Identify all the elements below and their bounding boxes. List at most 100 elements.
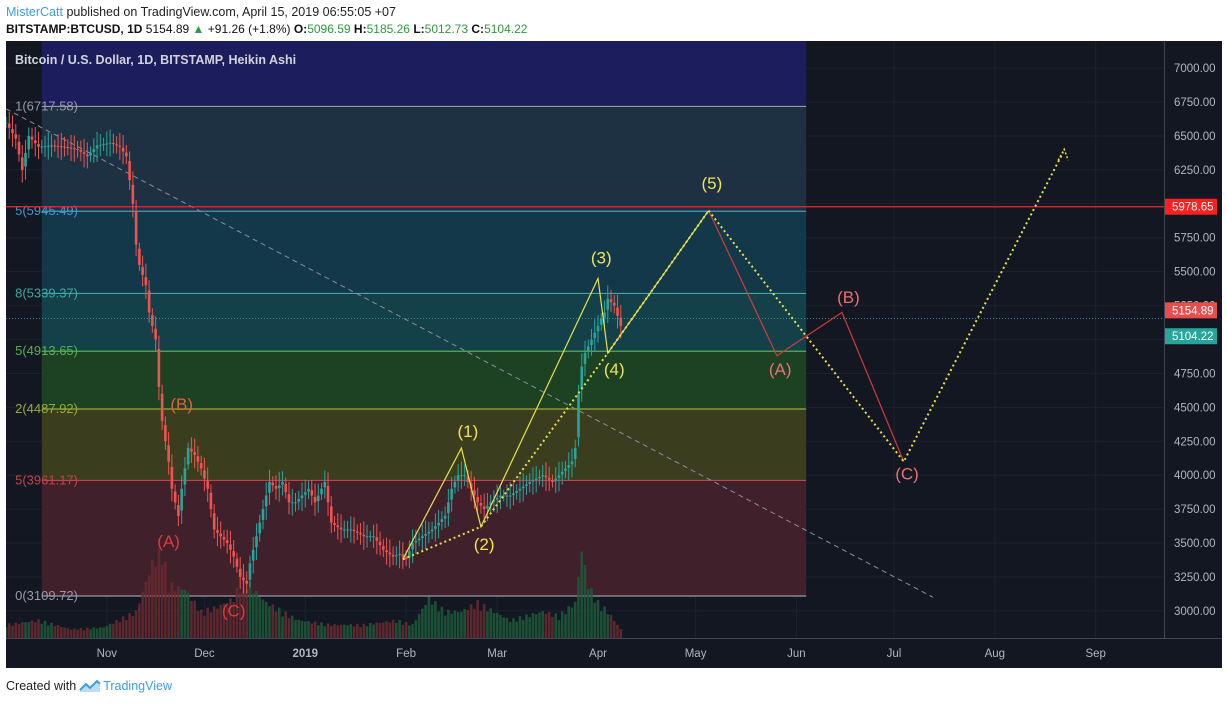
candle-body	[525, 484, 528, 487]
candle-body	[274, 486, 278, 489]
volume-bar	[180, 589, 183, 638]
candle-body	[128, 161, 131, 181]
volume-bar	[245, 589, 249, 638]
volume-bar	[557, 620, 561, 638]
volume-bar	[53, 626, 57, 638]
time-tick-label: Jun	[787, 648, 806, 660]
volume-bar	[453, 610, 457, 638]
volume-bar	[238, 592, 242, 638]
candle-body	[447, 502, 450, 514]
volume-bar	[499, 615, 502, 638]
high-label: H:	[353, 22, 367, 36]
descending-trendline	[5, 108, 934, 598]
volume-bar	[408, 625, 411, 638]
candle-body	[326, 486, 330, 503]
price-tick-label: 5500.00	[1174, 267, 1216, 279]
volume-bar	[216, 608, 219, 638]
candle-body	[313, 496, 317, 503]
volume-bar	[378, 622, 382, 638]
candle-body	[284, 484, 288, 493]
candle-body	[108, 142, 112, 144]
candle-body	[115, 144, 118, 146]
volume-bar	[573, 601, 577, 638]
volume-bar	[138, 603, 141, 638]
volume-bar	[375, 622, 379, 638]
volume-bar	[482, 603, 486, 638]
candle-body	[619, 317, 623, 326]
candle-body	[521, 486, 525, 489]
candle-body	[209, 492, 213, 510]
candle-body	[180, 488, 183, 511]
volume-bar	[46, 625, 50, 638]
volume-bar	[59, 626, 63, 638]
candle-body	[186, 448, 190, 465]
candle-body	[375, 537, 379, 541]
wave-label-impulse: (1)	[458, 422, 479, 441]
chart-container[interactable]: 1(6717.58) 5(5945.49) 8(5339.37) 5(4913.65)…	[4, 41, 1222, 668]
time-tick-label: Aug	[985, 648, 1005, 660]
price-chart[interactable]: 1(6717.58) 5(5945.49) 8(5339.37) 5(4913.65)…	[4, 41, 1222, 668]
volume-bar	[456, 612, 460, 638]
candle-body	[456, 475, 460, 481]
volume-bar	[261, 599, 265, 638]
wave-label-abc2: (B)	[837, 288, 860, 307]
candle-body	[69, 147, 73, 149]
volume-bar	[342, 624, 346, 638]
close-label: C:	[471, 22, 485, 36]
volume-bar	[141, 591, 144, 638]
low-value: 5012.73	[424, 22, 469, 36]
fib-zone	[41, 106, 807, 212]
candle-body	[427, 531, 431, 534]
volume-bar	[164, 562, 167, 638]
last-price-tag-text: 5154.89	[1172, 305, 1214, 317]
volume-bars	[4, 548, 623, 638]
candle-body	[567, 465, 571, 468]
price-tick-label: 6750.00	[1174, 97, 1216, 109]
volume-bar	[447, 609, 450, 638]
candle-body	[404, 557, 408, 560]
publication-header: MisterCatt published on TradingView.com,…	[6, 3, 1221, 39]
candle-body	[264, 495, 268, 507]
candle-body	[144, 277, 148, 286]
volume-bar	[14, 622, 18, 638]
volume-bar	[183, 589, 187, 638]
wave-label-abc2: (C)	[895, 464, 919, 483]
volume-bar	[268, 606, 271, 638]
volume-bar	[411, 624, 414, 638]
volume-bar	[24, 622, 27, 638]
volume-bar	[115, 619, 118, 638]
candle-body	[323, 481, 327, 488]
volume-bar	[209, 612, 213, 638]
volume-bar	[362, 623, 366, 638]
author-link[interactable]: MisterCatt	[6, 5, 63, 19]
candle-body	[43, 146, 47, 148]
volume-bar	[294, 619, 297, 638]
volume-bar	[329, 626, 333, 638]
wave-label-impulse: (3)	[591, 249, 612, 268]
candle-body	[297, 498, 301, 502]
fib-level-label: 0(3109.72)	[15, 588, 78, 603]
volume-bar	[290, 615, 294, 638]
volume-bar	[538, 612, 541, 638]
candle-body	[495, 497, 499, 500]
candle-body	[378, 541, 382, 546]
candle-body	[586, 346, 590, 352]
volume-bar	[212, 606, 216, 638]
wave-label-impulse: (5)	[701, 174, 722, 193]
volume-bar	[359, 627, 362, 638]
candle-body	[33, 140, 37, 144]
volume-bar	[463, 609, 466, 638]
candle-body	[463, 475, 466, 477]
tradingview-link[interactable]: TradingView	[103, 679, 172, 693]
candle-body	[547, 477, 551, 480]
volume-bar	[502, 617, 505, 638]
candle-body	[154, 328, 157, 340]
volume-bar	[515, 621, 518, 638]
candle-body	[219, 533, 222, 537]
candle-body	[300, 495, 304, 499]
candle-body	[408, 551, 411, 558]
candle-body	[245, 581, 249, 584]
volume-bar	[225, 602, 229, 638]
candle-body	[277, 485, 281, 489]
candle-body	[411, 543, 414, 550]
